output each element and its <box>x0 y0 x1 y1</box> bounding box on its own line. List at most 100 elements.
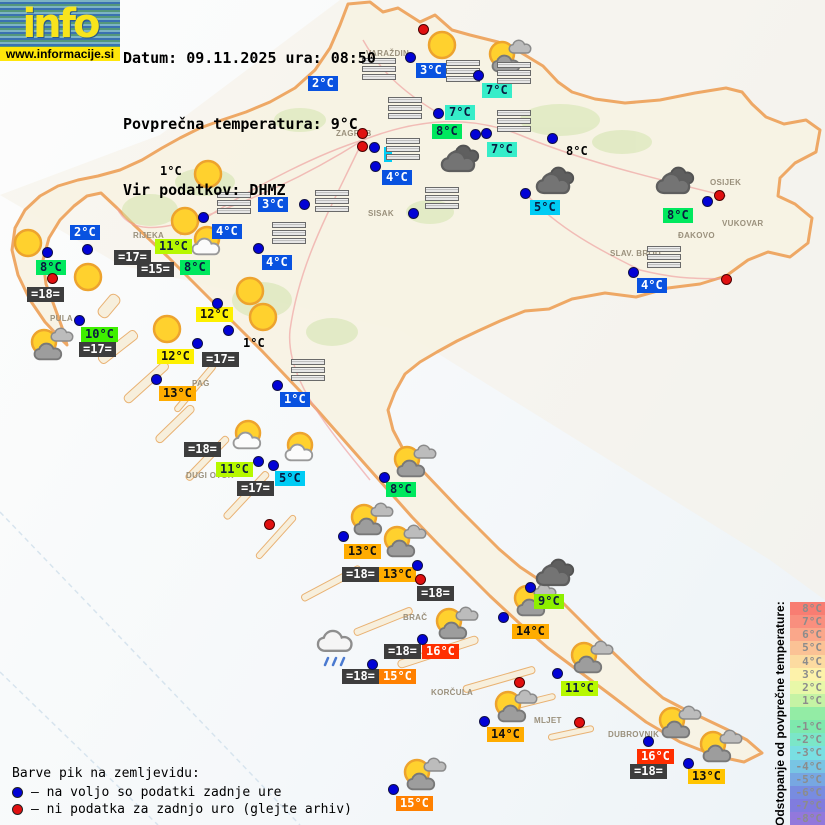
map-city-label: SLAV. BROD <box>610 249 662 258</box>
station-temp-label: =17= <box>114 250 151 265</box>
station-temp-label: =17= <box>237 481 274 496</box>
scale-row: -4°C <box>790 759 825 773</box>
scale-row: -8°C <box>790 812 825 825</box>
deviation-color-scale: 8°C 7°C 6°C 5°C 4°C 3°C 2°C 1°C -1°C -2°C -3°C -4°C… <box>790 602 825 825</box>
legend-items: – na voljo so podatki zadnje ure – ni pod… <box>12 784 352 817</box>
station-temp-label: 11°C <box>561 681 598 696</box>
blue-station-dot <box>433 108 444 119</box>
blue-station-dot <box>702 196 713 207</box>
station-temp-label: =18= <box>417 586 454 601</box>
station-temp-label: =15= <box>137 262 174 277</box>
masked-bar <box>386 138 420 144</box>
masked-station-bars <box>386 138 420 162</box>
map-city-label: MLJET <box>534 716 562 725</box>
weather-icon-sun-cloud <box>563 638 617 684</box>
sea-boundary-lines <box>0 511 301 825</box>
masked-bar <box>388 97 422 103</box>
weather-icon-cloud <box>533 164 583 202</box>
station-temp-label: 1°C <box>280 392 310 407</box>
masked-station-bars <box>497 62 531 86</box>
blue-station-dot <box>643 736 654 747</box>
masked-bar <box>362 58 396 64</box>
station-temp-label: 4°C <box>262 255 292 270</box>
blue-station-dot <box>547 133 558 144</box>
weather-icon-sun-cloud <box>692 727 746 773</box>
legend-title: Barve pik na zemljevidu: <box>12 766 200 781</box>
scale-row: 8°C <box>790 602 825 616</box>
station-temp-label: 14°C <box>512 624 549 639</box>
masked-bar <box>272 238 306 244</box>
weather-icon-sun-cloud <box>343 500 397 546</box>
weather-icon-sun <box>233 274 267 312</box>
station-temp-label: 9°C <box>534 594 564 609</box>
station-temp-label: 4°C <box>382 170 412 185</box>
blue-station-dot <box>253 243 264 254</box>
dot-color-legend: Barve pik na zemljevidu: – na voljo so p… <box>12 766 352 817</box>
map-city-label: VUKOVAR <box>722 219 764 228</box>
weather-icon-cloud <box>653 164 703 202</box>
blue-station-dot <box>212 298 223 309</box>
station-temp-label: 13°C <box>688 769 725 784</box>
map-city-label: BRAČ <box>403 613 428 622</box>
blue-station-dot <box>223 325 234 336</box>
header-info: Datum: 09.11.2025 ura: 08:50 Povprečna t… <box>123 3 376 245</box>
blue-station-dot <box>151 374 162 385</box>
masked-bar <box>497 78 531 84</box>
blue-station-dot <box>470 129 481 140</box>
masked-bar <box>497 70 531 76</box>
weather-icon-sun-cloud-white <box>276 429 330 473</box>
station-temp-label: 7°C <box>445 105 475 120</box>
masked-bar <box>388 105 422 111</box>
station-temp-label: 1°C <box>243 336 265 350</box>
informacije-logo[interactable]: info www.informacije.si <box>0 0 120 61</box>
station-temp-label: =18= <box>342 567 379 582</box>
station-temp-label: 14°C <box>487 727 524 742</box>
blue-station-dot <box>525 582 536 593</box>
weather-icon-sun-cloud <box>386 442 440 488</box>
station-temp-label: 5°C <box>530 200 560 215</box>
station-temp-label: 4°C <box>212 224 242 239</box>
header-source-line: Vir podatkov: DHMZ <box>123 181 286 199</box>
red-station-dot <box>418 24 429 35</box>
station-temp-label: 16°C <box>422 644 459 659</box>
blue-station-dot <box>388 784 399 795</box>
station-temp-label: 11°C <box>155 239 192 254</box>
masked-bar <box>362 74 396 80</box>
masked-bar <box>497 110 531 116</box>
masked-bar <box>217 208 251 214</box>
masked-bar <box>388 113 422 119</box>
station-temp-label: 8°C <box>180 260 210 275</box>
scale-row: 7°C <box>790 615 825 629</box>
map-city-label: ĐAKOVO <box>678 231 715 240</box>
station-temp-label: 8°C <box>432 124 462 139</box>
station-temp-label: 8°C <box>36 260 66 275</box>
masked-station-bars <box>291 359 325 383</box>
blue-station-dot <box>379 472 390 483</box>
masked-station-bars <box>388 97 422 121</box>
station-temp-label: 3°C <box>258 197 288 212</box>
legend-item-text: – ni podatka za zadnjo uro (glejte arhiv… <box>31 801 352 817</box>
scale-row: -5°C <box>790 772 825 786</box>
masked-bar <box>647 254 681 260</box>
blue-station-dot <box>481 128 492 139</box>
masked-bar <box>291 359 325 365</box>
blue-station-dot <box>498 612 509 623</box>
legend-dot-icon <box>12 786 23 798</box>
map-city-label: DUBROVNIK <box>608 730 660 739</box>
weather-icon-sun-cloud <box>396 755 450 801</box>
red-station-dot <box>574 717 585 728</box>
weather-icon-sun-cloud <box>651 703 705 749</box>
masked-station-bars <box>315 190 349 214</box>
station-temp-label: 2°C <box>308 76 338 91</box>
red-station-dot <box>47 273 58 284</box>
scale-row: -7°C <box>790 798 825 812</box>
station-temp-label: 2°C <box>70 225 100 240</box>
map-city-label: RIJEKA <box>133 231 165 240</box>
blue-station-dot <box>473 70 484 81</box>
masked-bar <box>362 66 396 72</box>
logo-url: www.informacije.si <box>0 47 120 61</box>
masked-bar <box>315 198 349 204</box>
station-temp-label: 7°C <box>482 83 512 98</box>
red-station-dot <box>514 677 525 688</box>
station-temp-label: =18= <box>384 644 421 659</box>
